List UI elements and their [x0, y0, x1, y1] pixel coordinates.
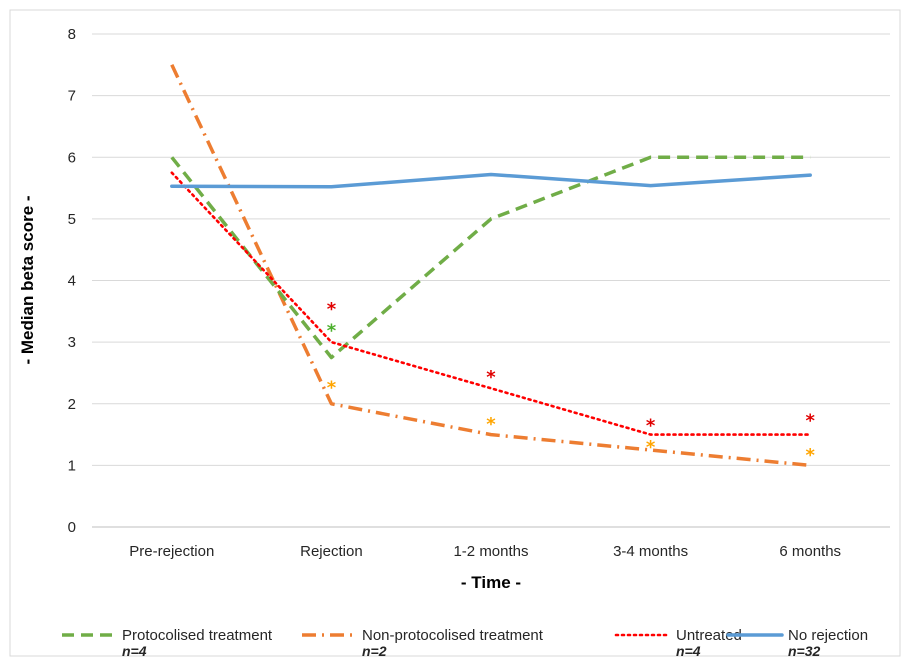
significance-star: *	[646, 415, 656, 436]
legend-label: Non-protocolised treatment	[362, 627, 544, 644]
x-tick-label: 6 months	[779, 543, 841, 560]
legend-n-label: n=4	[676, 643, 701, 659]
legend-label: No rejection	[788, 627, 868, 644]
significance-star: *	[646, 437, 656, 458]
y-tick-label: 5	[68, 211, 76, 228]
significance-star: *	[805, 445, 815, 466]
x-tick-label: 1-2 months	[453, 543, 528, 560]
significance-star: *	[327, 299, 337, 320]
x-tick-label: 3-4 months	[613, 543, 688, 560]
significance-star: *	[805, 411, 815, 432]
x-axis-title: - Time -	[461, 573, 521, 592]
y-tick-label: 6	[68, 149, 76, 166]
x-tick-label: Rejection	[300, 543, 363, 560]
y-tick-label: 3	[68, 334, 76, 351]
y-tick-label: 7	[68, 88, 76, 105]
y-axis-title: - Median beta score -	[18, 195, 37, 364]
legend-n-label: n=4	[122, 643, 147, 659]
legend-label: Protocolised treatment	[122, 627, 273, 644]
significance-star: *	[486, 367, 496, 388]
significance-star: *	[327, 377, 337, 398]
y-axis-ticks: 0 1 2 3 4 5 6 7 8	[68, 26, 76, 536]
y-tick-label: 4	[68, 273, 76, 290]
legend-n-label: n=32	[788, 643, 821, 659]
significance-star: *	[486, 414, 496, 435]
legend-n-label: n=2	[362, 643, 387, 659]
y-tick-label: 1	[68, 457, 76, 474]
y-tick-label: 0	[68, 519, 76, 536]
y-tick-label: 2	[68, 396, 76, 413]
significance-star: *	[327, 321, 337, 342]
y-tick-label: 8	[68, 26, 76, 43]
x-tick-label: Pre-rejection	[129, 543, 214, 560]
